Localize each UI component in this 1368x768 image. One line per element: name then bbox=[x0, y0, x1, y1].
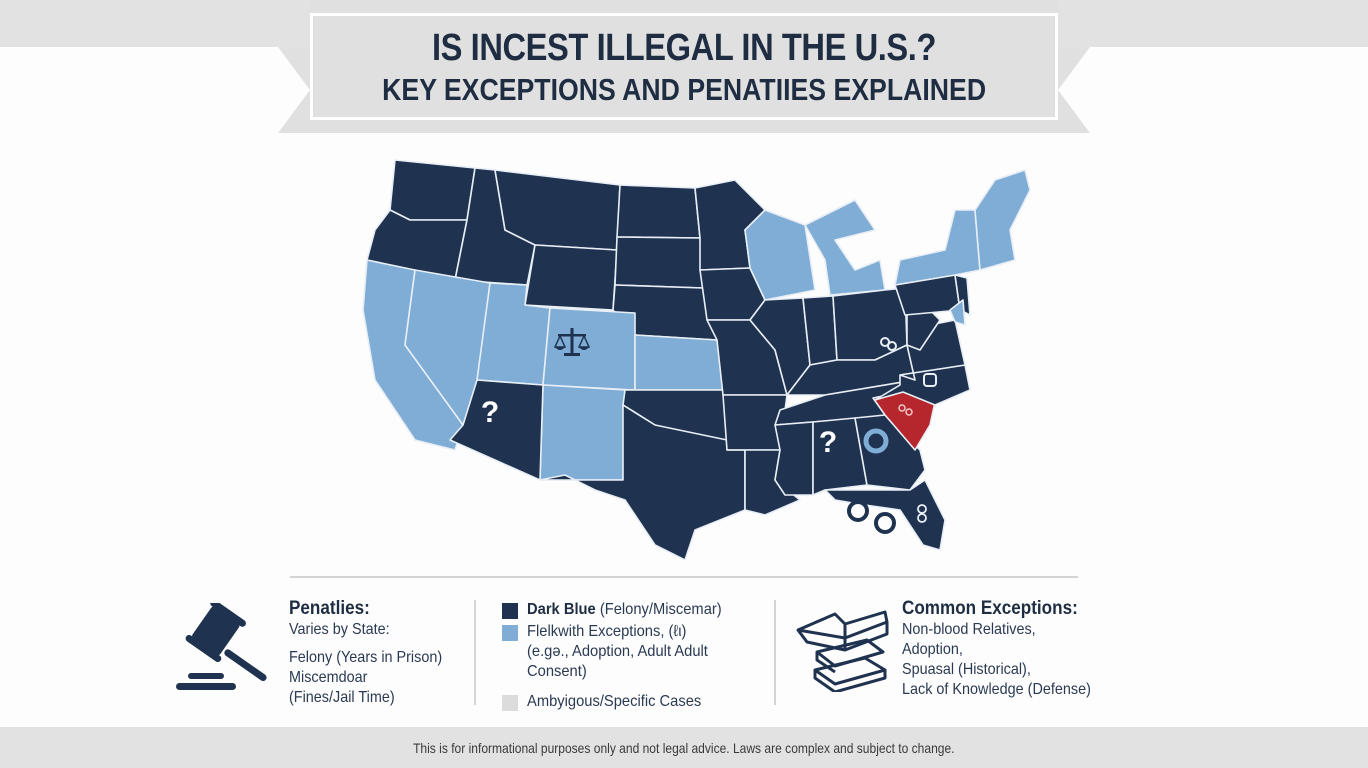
color-key-section: Dark Blue (Felony/Miscemar) Flelkwith Ex… bbox=[502, 600, 739, 712]
state-wisconsin bbox=[744, 209, 816, 301]
key-dark-blue-label: Dark Blue bbox=[527, 601, 596, 618]
scales-of-justice-icon bbox=[553, 328, 591, 356]
key-light-blue-line3: Consent) bbox=[527, 663, 587, 680]
page-subtitle: KEY EXCEPTIONS AND PENATIIES EXPLAINED bbox=[382, 71, 986, 107]
key-dark-blue: Dark Blue (Felony/Miscemar) bbox=[502, 600, 739, 620]
state-alabama bbox=[812, 417, 868, 496]
exception-item: Spuasal (Historical), bbox=[902, 661, 1031, 678]
ring-icon bbox=[863, 428, 889, 454]
dark-blue-swatch bbox=[502, 603, 518, 619]
penalties-subheading: Varies by State: bbox=[289, 621, 390, 638]
question-mark-icon: ? bbox=[819, 426, 837, 459]
state-colorado bbox=[542, 307, 636, 391]
title-box: IS INCEST ILLEGAL IN THE U.S.? KEY EXCEP… bbox=[310, 13, 1058, 120]
state-mississippi bbox=[774, 421, 814, 496]
state-wyoming bbox=[524, 244, 618, 311]
key-gray-label: Ambyigous/Specific Cases bbox=[527, 693, 702, 710]
exceptions-heading: Common Exceptions: bbox=[902, 598, 1078, 619]
state-new-york bbox=[894, 209, 981, 286]
state-arizona bbox=[449, 379, 544, 481]
exception-item: Adoption, bbox=[902, 641, 963, 658]
exceptions-section: Common Exceptions: Non-blood Relatives, … bbox=[902, 598, 1112, 700]
exception-item: Non-blood Relatives, bbox=[902, 621, 1036, 638]
key-dark-blue-desc: (Felony/Miscemar) bbox=[595, 601, 722, 618]
exception-item: Lack of Knowledge (Defense) bbox=[902, 681, 1091, 698]
penalty-felony: Felony (Years in Prison) bbox=[289, 649, 443, 666]
lock-icon bbox=[923, 373, 937, 387]
key-light-blue-line2: (e.gə., Adoption, Adult Adult bbox=[527, 643, 708, 660]
state-kansas bbox=[634, 334, 724, 391]
page-title: IS INCEST ILLEGAL IN THE U.S.? bbox=[432, 26, 936, 69]
key-light-blue: Flelkwith Exceptions, (ℓι) (e.gə., Adopt… bbox=[502, 622, 739, 682]
handcuffs-icon bbox=[847, 500, 896, 534]
light-blue-swatch bbox=[502, 625, 518, 641]
penalty-misdemeanor: Miscemdoar bbox=[289, 669, 368, 686]
penalty-misdemeanor-detail: (Fines/Jail Time) bbox=[289, 689, 395, 706]
state-north-carolina bbox=[874, 364, 971, 406]
disclaimer-text: This is for informational purposes only … bbox=[413, 739, 955, 756]
section-divider bbox=[290, 576, 1078, 578]
state-north-dakota bbox=[616, 184, 701, 239]
us-map: ? ? bbox=[362, 159, 1031, 560]
penalties-heading: Penatlies: bbox=[289, 598, 370, 619]
ring-pair-icon bbox=[880, 337, 897, 351]
state-new-mexico bbox=[539, 384, 626, 481]
legend-divider bbox=[474, 600, 476, 705]
state-delaware-maryland bbox=[949, 299, 966, 326]
state-new-jersey bbox=[954, 274, 971, 316]
legend-divider bbox=[774, 600, 776, 705]
penalties-section: Penatlies: Varies by State: Felony (Year… bbox=[289, 598, 459, 708]
state-washington bbox=[389, 159, 476, 221]
question-mark-icon: ? bbox=[481, 396, 499, 429]
footer: This is for informational purposes only … bbox=[0, 727, 1368, 768]
key-light-blue-line1: Flelkwith Exceptions, (ℓι) bbox=[527, 623, 687, 640]
glyph-icon bbox=[898, 404, 913, 416]
key-gray: Ambyigous/Specific Cases bbox=[502, 692, 739, 712]
state-florida bbox=[824, 479, 946, 551]
gavel-icon bbox=[176, 603, 267, 690]
state-ohio bbox=[832, 287, 908, 361]
books-icon bbox=[796, 610, 889, 692]
handcuffs-icon-small bbox=[917, 504, 927, 523]
state-new-england bbox=[974, 169, 1031, 271]
state-south-dakota bbox=[614, 236, 704, 289]
gray-swatch bbox=[502, 695, 518, 711]
state-michigan bbox=[804, 199, 886, 296]
